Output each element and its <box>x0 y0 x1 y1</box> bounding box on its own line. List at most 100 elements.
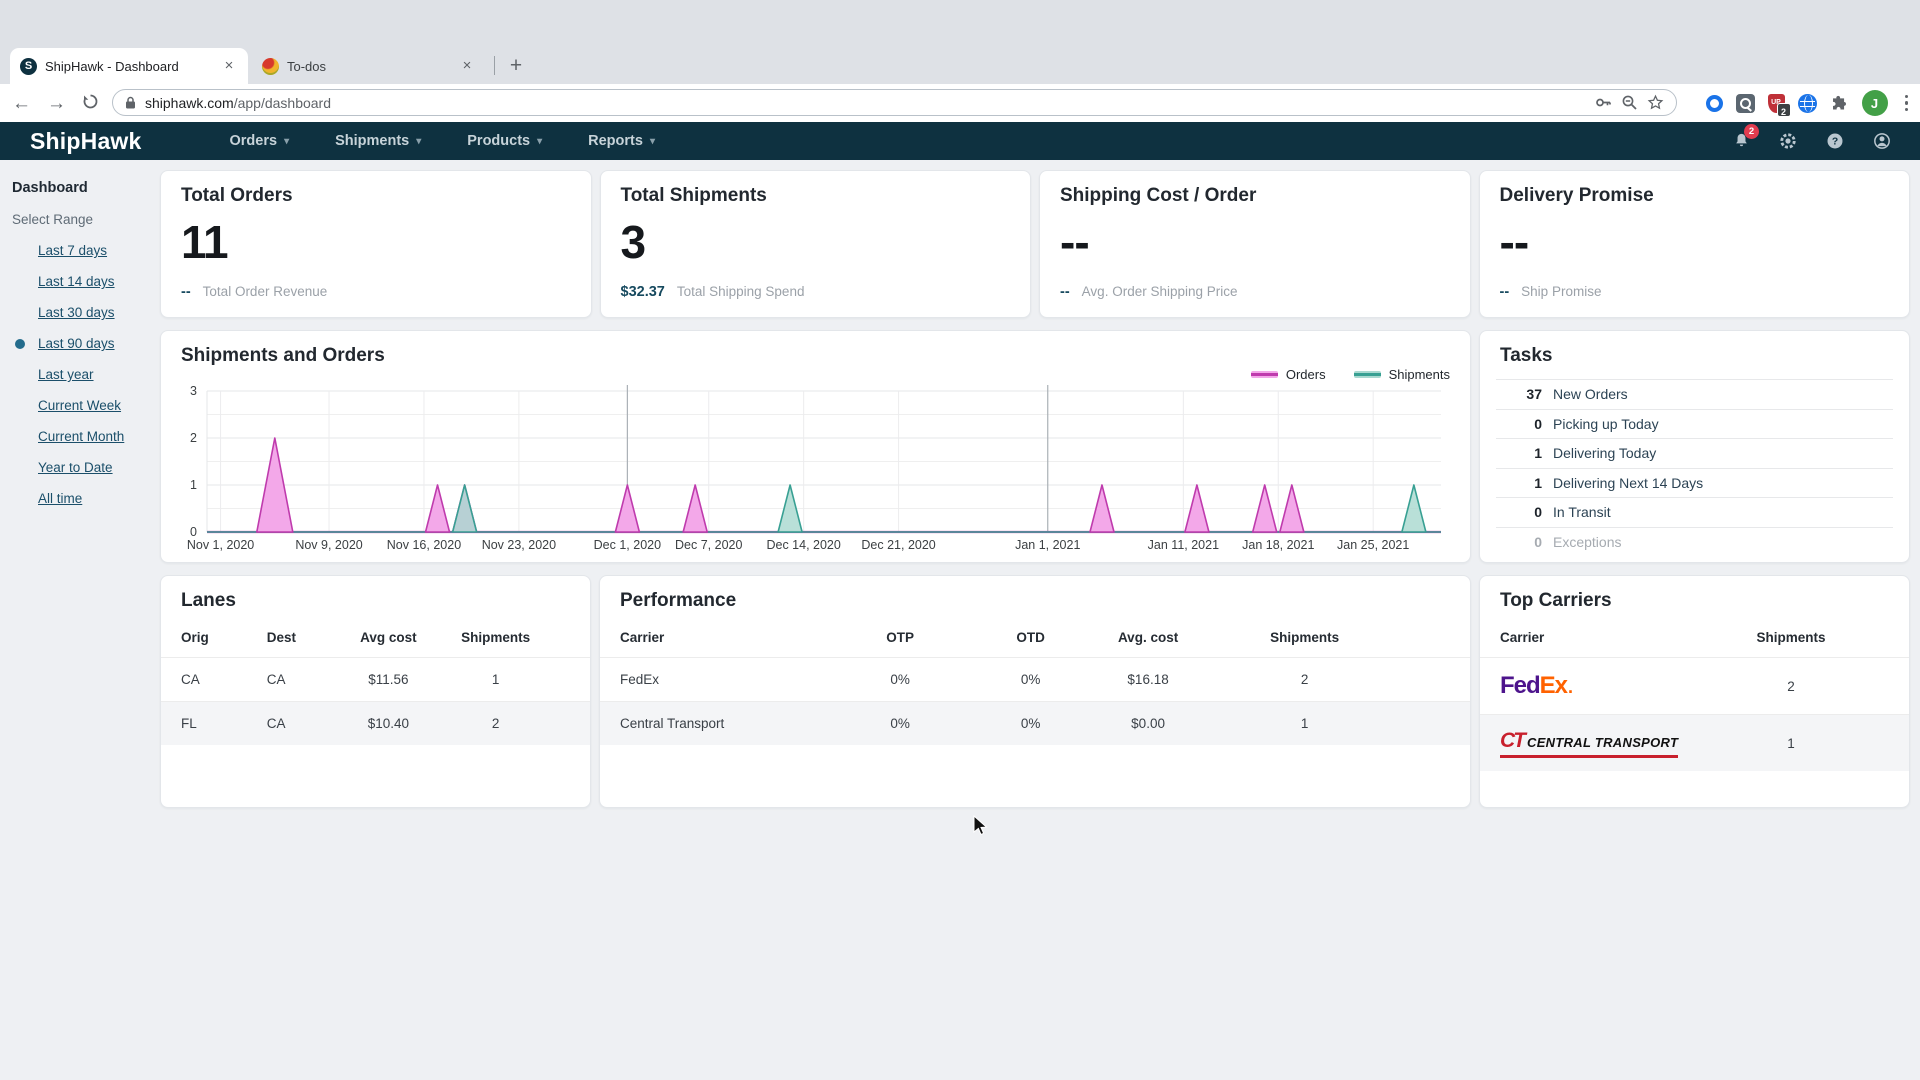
cell-carrier: FedEx <box>620 672 660 687</box>
help-icon[interactable]: ? <box>1825 131 1845 151</box>
column-header-shipments: Shipments <box>461 630 531 645</box>
sidebar-item-last-30-days[interactable]: Last 30 days <box>38 305 160 320</box>
chart-peak-shipments-dec-13-2020 <box>777 484 803 533</box>
performance-table: Carrier OTP OTD Avg. cost Shipments FedEx 0% 0%… <box>600 622 1470 745</box>
task-row-in-transit[interactable]: 0 In Transit <box>1496 497 1893 527</box>
task-row-delivering-next-14-days[interactable]: 1 Delivering Next 14 Days <box>1496 467 1893 498</box>
legend-item-shipments: Shipments <box>1353 367 1450 382</box>
column-filler <box>547 622 590 658</box>
column-header-carrier: Carrier <box>1500 630 1545 645</box>
bookmark-star-icon[interactable] <box>1647 94 1664 111</box>
kpi-card-delivery-promise: Delivery Promise -- -- Ship Promise <box>1478 170 1910 318</box>
sidebar-item-all-time[interactable]: All time <box>38 491 160 506</box>
task-label: Picking up Today <box>1553 415 1659 432</box>
svg-text:Nov 9, 2020: Nov 9, 2020 <box>295 538 362 552</box>
shiphawk-logo[interactable]: ShipHawk <box>30 127 142 154</box>
menu-products[interactable]: Products ▾ <box>467 133 542 149</box>
fedex-logo-fed: Fed <box>1500 672 1541 699</box>
table-row: CT CENTRAL TRANSPORT 1 <box>1480 714 1909 772</box>
zoom-out-icon[interactable] <box>1621 94 1638 111</box>
top-carriers-table: Carrier Shipments FedEx. 2 CT CENTRAL TRANSPO… <box>1480 622 1909 771</box>
tab-title: To-dos <box>287 58 327 74</box>
task-row-new-orders[interactable]: 37 New Orders <box>1496 379 1893 409</box>
kpi-title: Total Orders <box>181 185 293 206</box>
svg-text:Nov 16, 2020: Nov 16, 2020 <box>387 538 461 552</box>
svg-text:Dec 21, 2020: Dec 21, 2020 <box>861 538 935 552</box>
cell-avg-cost: $0.00 <box>1131 716 1165 731</box>
cell-avg-cost: $11.56 <box>368 672 409 687</box>
tab-separator <box>494 56 495 75</box>
sidebar-item-last-7-days[interactable]: Last 7 days <box>38 243 160 258</box>
legend-swatch <box>1353 371 1381 378</box>
central-transport-mark: CT <box>1500 728 1526 752</box>
forward-icon[interactable]: → <box>47 92 66 114</box>
kpi-footer-label: Total Shipping Spend <box>676 284 805 299</box>
chart-peak-orders-jan-5-2021 <box>1089 484 1115 533</box>
browser-tab-strip: S ShipHawk - Dashboard × To-dos × + <box>0 0 1920 84</box>
search-extension-icon[interactable] <box>1735 93 1755 113</box>
tab-shiphawk-dashboard[interactable]: S ShipHawk - Dashboard × <box>10 48 248 84</box>
column-header-avg-cost: Avg. cost <box>1117 630 1179 645</box>
task-count: 0 <box>1534 533 1542 550</box>
table-header-row: Carrier Shipments <box>1480 622 1909 658</box>
chevron-down-icon: ▾ <box>537 135 543 147</box>
tab-to-dos[interactable]: To-dos × <box>252 48 486 84</box>
sidebar-item-last-year[interactable]: Last year <box>38 367 160 382</box>
task-row-picking-up-today[interactable]: 0 Picking up Today <box>1496 408 1893 439</box>
kpi-card-total-shipments: Total Shipments 3 $32.37 Total Shipping Spe… <box>599 170 1031 318</box>
chart-peak-orders-jan-19-2021 <box>1279 484 1305 533</box>
browser-profile-avatar[interactable]: J <box>1861 90 1888 116</box>
globe-extension-icon[interactable] <box>1797 93 1817 113</box>
new-tab-button[interactable]: + <box>509 54 523 77</box>
chart-peak-shipments-nov-19-2020 <box>451 484 478 533</box>
tab-close-icon[interactable]: × <box>462 57 472 74</box>
address-bar[interactable]: shiphawk.com/app/dashboard <box>112 89 1677 116</box>
sidebar-item-label: Current Week <box>38 398 122 413</box>
select-range-label: Select Range <box>12 212 94 227</box>
cell-filler <box>1400 702 1470 746</box>
sidebar-item-current-week[interactable]: Current Week <box>38 398 160 413</box>
account-icon[interactable] <box>1872 131 1892 151</box>
browser-menu-icon[interactable] <box>1901 94 1913 112</box>
ring-extension-icon[interactable] <box>1705 94 1723 112</box>
cell-dest: CA <box>266 672 286 687</box>
menu-shipments[interactable]: Shipments ▾ <box>335 133 421 149</box>
range-list: Last 7 days Last 14 days Last 30 days Last … <box>0 243 160 506</box>
sidebar-item-current-month[interactable]: Current Month <box>38 429 160 444</box>
cell-shipments: 1 <box>1300 716 1309 731</box>
svg-text:0: 0 <box>190 525 197 539</box>
cell-otd: 0% <box>1020 716 1041 731</box>
kpi-footer-value: -- <box>1060 284 1070 300</box>
sidebar-item-last-90-days[interactable]: Last 90 days <box>15 336 160 351</box>
browser-toolbar: ← → shiphawk.com/app/dashboard <box>0 84 1920 122</box>
shield-extension-icon[interactable]: UP 2 <box>1767 93 1791 117</box>
kpi-value: -- <box>1499 216 1530 268</box>
task-row-exceptions[interactable]: 0 Exceptions <box>1496 526 1893 557</box>
table-row: CA CA $11.56 1 <box>161 657 590 702</box>
sidebar-item-year-to-date[interactable]: Year to Date <box>38 460 160 475</box>
menu-reports[interactable]: Reports ▾ <box>588 133 655 149</box>
menu-label: Shipments <box>335 133 410 149</box>
reload-icon[interactable] <box>82 93 99 114</box>
legend-item-orders: Orders <box>1250 367 1326 382</box>
sidebar-item-label: Last 7 days <box>38 243 108 258</box>
gear-icon[interactable] <box>1778 131 1798 151</box>
notifications-bell-icon[interactable]: 2 <box>1732 124 1759 151</box>
sidebar-item-label: Last 90 days <box>38 336 115 351</box>
sidebar-item-last-14-days[interactable]: Last 14 days <box>38 274 160 289</box>
key-icon[interactable] <box>1595 94 1612 111</box>
back-icon[interactable]: ← <box>12 92 31 114</box>
fedex-logo: FedEx. <box>1500 672 1573 699</box>
menu-orders[interactable]: Orders ▾ <box>230 133 290 149</box>
mouse-cursor <box>973 814 988 842</box>
task-row-delivering-today[interactable]: 1 Delivering Today <box>1496 438 1893 468</box>
lanes-card: Lanes Orig Dest Avg cost Shipments CA CA $11.5… <box>160 575 591 808</box>
tab-close-icon[interactable]: × <box>224 57 234 74</box>
lanes-table: Orig Dest Avg cost Shipments CA CA $11.56 1 FL CA… <box>161 622 590 745</box>
tasks-list: 37 New Orders 0 Picking up Today 1 Delivering… <box>1496 379 1893 556</box>
cell-orig: FL <box>181 716 197 731</box>
puzzle-extensions-icon[interactable] <box>1830 94 1849 113</box>
shiphawk-favicon: S <box>20 57 37 75</box>
cell-otp: 0% <box>890 716 910 731</box>
cell-filler <box>1866 715 1909 772</box>
